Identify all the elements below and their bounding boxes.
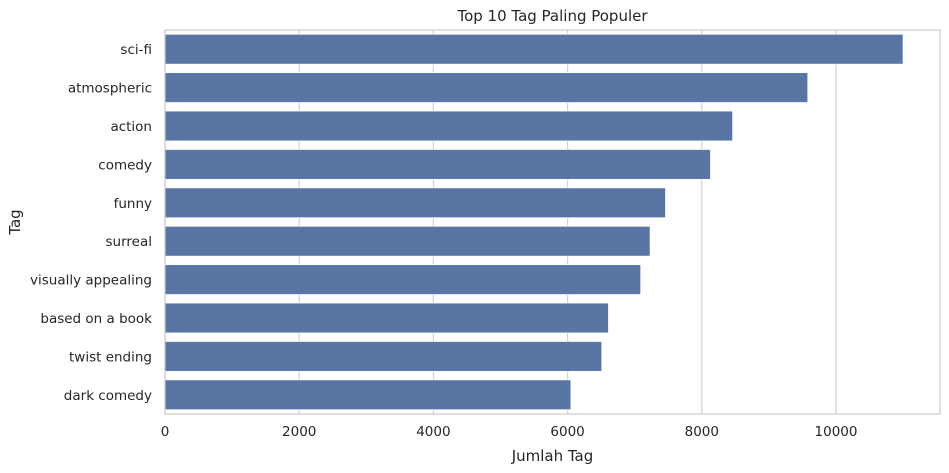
x-tick-labels: 0 2000 4000 6000 8000 10000 — [161, 424, 858, 440]
bar — [164, 264, 642, 295]
y-tick-label: sci-fi — [120, 42, 152, 58]
bar — [164, 302, 609, 334]
y-tick-label: visually appealing — [30, 273, 152, 289]
bar — [164, 225, 651, 257]
x-tick-label: 4000 — [416, 424, 450, 440]
y-tick-label: atmospheric — [68, 81, 152, 97]
bar — [164, 110, 734, 142]
y-tick-label: action — [110, 119, 152, 135]
x-tick-label: 6000 — [550, 424, 584, 440]
y-tick-label: dark comedy — [64, 388, 152, 404]
bar — [164, 187, 666, 219]
y-tick-label: comedy — [98, 157, 152, 173]
bar — [164, 379, 572, 411]
bar — [164, 72, 809, 103]
y-tick-label: twist ending — [69, 349, 152, 365]
y-tick-labels: sci-fi atmospheric action comedy funny surrea… — [30, 42, 152, 404]
x-tick-label: 2000 — [282, 424, 316, 440]
y-tick-label: surreal — [106, 234, 153, 250]
bars — [164, 33, 904, 411]
y-tick-label: based on a book — [40, 311, 152, 327]
x-tick-label: 8000 — [685, 424, 719, 440]
y-tick-label: funny — [114, 196, 152, 212]
x-tick-label: 10000 — [815, 424, 858, 440]
chart-title: Top 10 Tag Paling Populer — [456, 7, 648, 25]
plot-frame — [164, 29, 941, 415]
x-tick-label: 0 — [161, 424, 170, 440]
y-axis-label: Tag — [6, 209, 24, 235]
bar — [164, 33, 904, 65]
x-axis-label: Jumlah Tag — [511, 447, 594, 465]
bar — [164, 149, 711, 180]
bar — [164, 341, 603, 372]
